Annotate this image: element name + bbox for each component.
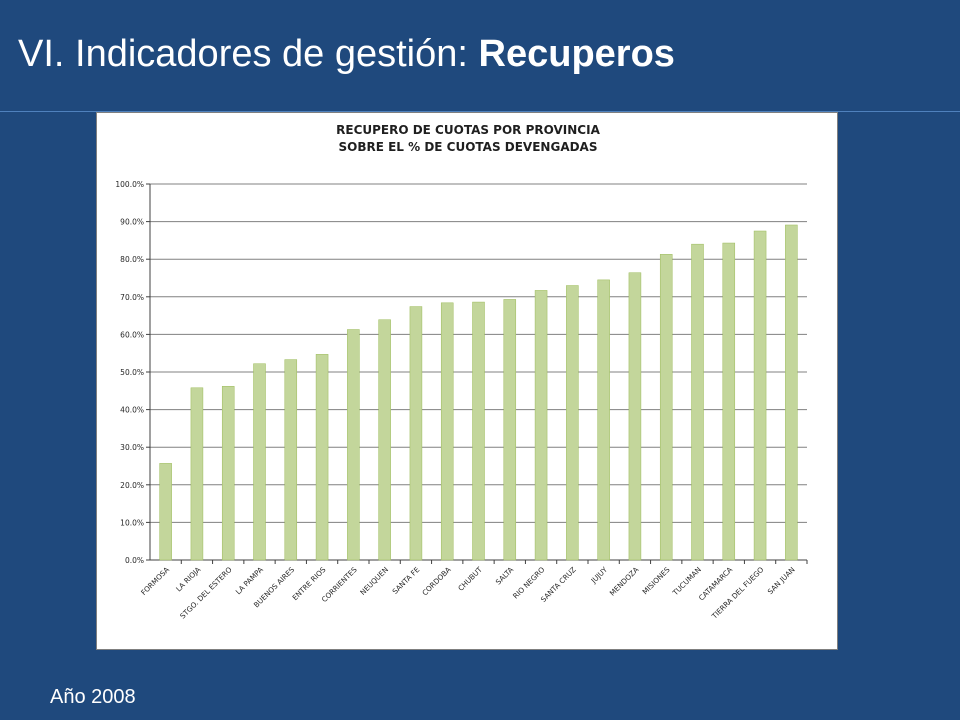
y-tick-label: 90.0% — [120, 218, 144, 227]
y-tick-label: 60.0% — [120, 330, 144, 339]
x-tick-label: FORMOSA — [139, 565, 171, 597]
bar — [691, 243, 704, 561]
x-tick-label: CORDOBA — [420, 565, 452, 597]
slide-title-regular: VI. Indicadores de gestión: — [18, 33, 479, 75]
x-tick-label: CHUBUT — [456, 565, 484, 593]
x-tick-label: SALTA — [494, 565, 516, 587]
x-tick-label: NEUQUEN — [358, 565, 390, 597]
chart-title-line-1: RECUPERO DE CUOTAS POR PROVINCIA — [336, 123, 600, 137]
bar — [221, 386, 235, 561]
x-tick-label: MISIONES — [640, 565, 672, 597]
x-tick-label: TIERRA DEL FUEGO — [709, 565, 765, 621]
y-tick-label: 80.0% — [120, 255, 144, 264]
bar — [378, 319, 391, 561]
bar-chart: 0.0% 10.0% 20.0% 30.0% 40.0% 50.0% 60.0% 70.0% 8… — [115, 180, 808, 621]
bar — [190, 387, 204, 561]
chart-frame: RECUPERO DE CUOTAS POR PROVINCIA SOBRE E… — [96, 112, 838, 650]
y-tick-label: 30.0% — [120, 443, 144, 452]
x-tick-label: SAN JUAN — [766, 565, 797, 596]
bar — [566, 285, 579, 561]
x-tick-label: LA RIOJA — [174, 565, 202, 593]
x-tick-label: MENDOZA — [608, 565, 641, 598]
y-tick-label: 0.0% — [125, 556, 144, 565]
title-divider — [0, 111, 960, 112]
bar — [440, 302, 454, 561]
bar — [409, 306, 423, 561]
y-tick-label: 20.0% — [120, 481, 144, 490]
bar — [753, 230, 767, 561]
bar — [472, 301, 485, 561]
bar — [159, 463, 172, 561]
bar — [722, 242, 736, 561]
chart-title-line-2: SOBRE EL % DE CUOTAS DEVENGADAS — [338, 140, 598, 154]
slide-title-bold: Recuperos — [478, 33, 675, 75]
bar — [597, 279, 610, 561]
bar — [503, 299, 517, 561]
y-tick-label: 70.0% — [120, 293, 144, 302]
bar — [347, 329, 360, 561]
bar — [253, 363, 266, 561]
x-tick-label: LA PAMPA — [234, 565, 265, 596]
x-tick-label: TUCUMAN — [670, 565, 703, 598]
x-tick-label: SANTA FE — [390, 565, 421, 596]
footer-year: Año 2008 — [50, 686, 136, 708]
bar — [659, 254, 673, 561]
bar — [534, 290, 548, 561]
y-tick-label: 50.0% — [120, 368, 144, 377]
y-tick-label: 10.0% — [120, 518, 144, 527]
y-tick-label: 100.0% — [115, 180, 144, 189]
bar — [628, 272, 642, 561]
slide-title: VI. Indicadores de gestión: Recuperos — [18, 30, 675, 78]
bar — [785, 224, 798, 561]
bar — [284, 359, 298, 561]
y-tick-label: 40.0% — [120, 406, 144, 415]
x-tick-label: JUJUY — [588, 565, 609, 586]
bar — [315, 354, 329, 561]
